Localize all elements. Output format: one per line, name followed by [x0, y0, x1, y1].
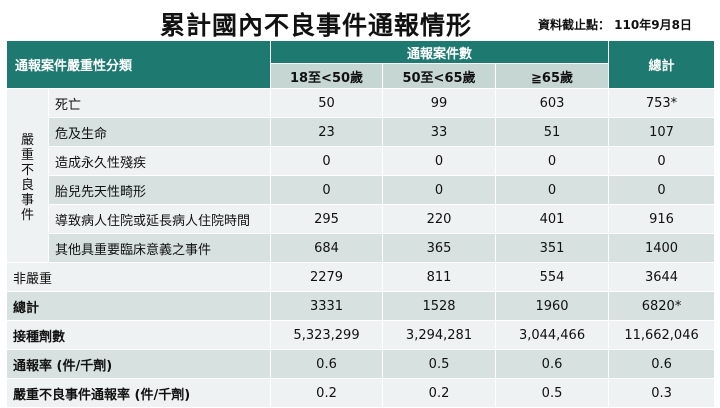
header-age-18-50: 18至<50歲 [270, 63, 384, 89]
cell-value: 365 [382, 233, 497, 263]
cell-total: 11,662,046 [608, 320, 716, 350]
cell-total: 3644 [608, 262, 716, 292]
cell-total: 107 [608, 117, 716, 147]
cell-value: 603 [495, 88, 610, 118]
cell-value: 0.6 [270, 349, 384, 379]
cell-value: 0.6 [495, 349, 610, 379]
cell-value: 0.5 [495, 378, 610, 408]
cell-value: 220 [382, 204, 497, 234]
cell-value: 0 [382, 146, 497, 176]
cell-value: 554 [495, 262, 610, 292]
table-row: 危及生命 23 33 51 107 [7, 117, 716, 147]
row-label: 接種劑數 [5, 320, 272, 350]
cell-value: 51 [495, 117, 610, 147]
cell-total: 1400 [608, 233, 716, 263]
cell-value: 0 [495, 146, 610, 176]
row-label: 通報率 (件/千劑) [5, 349, 272, 379]
table-row-total: 總計 3331 1528 1960 6820* [5, 291, 716, 321]
table-row: 造成永久性殘疾 0 0 0 0 [7, 146, 716, 176]
row-label: 非嚴重 [5, 262, 272, 292]
cell-value: 1960 [495, 291, 610, 321]
table-row-non-serious: 非嚴重 2279 811 554 3644 [5, 262, 716, 292]
cell-value: 3331 [270, 291, 384, 321]
cell-value: 401 [495, 204, 610, 234]
table-row: 導致病人住院或延長病人住院時間 295 220 401 916 [7, 204, 716, 234]
cell-value: 0 [270, 175, 384, 205]
cell-value: 295 [270, 204, 384, 234]
cell-total: 0.6 [608, 349, 716, 379]
header-age-50-65: 50至<65歲 [382, 63, 497, 89]
cell-value: 23 [270, 117, 384, 147]
row-label: 總計 [5, 291, 272, 321]
row-label: 死亡 [47, 88, 272, 118]
cell-total: 0.3 [608, 378, 716, 408]
table-row: 嚴重不良事件 死亡 50 99 603 753* [6, 88, 716, 263]
header-age-65-plus: ≧65歲 [495, 63, 610, 89]
cell-value: 99 [382, 88, 497, 118]
row-label: 胎兒先天性畸形 [47, 175, 272, 205]
header-total: 總計 [608, 40, 716, 89]
row-label: 導致病人住院或延長病人住院時間 [47, 204, 272, 234]
row-label: 其他具重要臨床意義之事件 [47, 233, 272, 263]
cell-total: 753* [608, 88, 716, 118]
table-row-serious-rate: 嚴重不良事件通報率 (件/千劑) 0.2 0.2 0.5 0.3 [5, 378, 716, 408]
cell-value: 2279 [270, 262, 384, 292]
cell-value: 50 [270, 88, 384, 118]
header-report-count: 通報案件數 [270, 40, 610, 64]
cell-total: 0 [608, 175, 716, 205]
cell-value: 0 [495, 175, 610, 205]
cell-value: 1528 [382, 291, 497, 321]
cell-value: 684 [270, 233, 384, 263]
table-row: 其他具重要臨床意義之事件 684 365 351 1400 [7, 233, 716, 263]
cell-value: 3,294,281 [382, 320, 497, 350]
cell-total: 916 [608, 204, 716, 234]
data-cutoff-date: 資料截止點： 110年9月8日 [538, 18, 692, 32]
row-label: 造成永久性殘疾 [47, 146, 272, 176]
table-row-doses: 接種劑數 5,323,299 3,294,281 3,044,466 11,66… [5, 320, 716, 350]
page-title: 累計國內不良事件通報情形 [160, 11, 473, 40]
cell-total: 6820* [608, 291, 716, 321]
cell-value: 33 [382, 117, 497, 147]
adverse-events-table: 通報案件嚴重性分類 通報案件數 總計 18至<50歲 50至<65歲 ≧65歲 … [5, 40, 716, 408]
cell-value: 0.2 [382, 378, 497, 408]
cell-value: 351 [495, 233, 610, 263]
cell-value: 0.5 [382, 349, 497, 379]
row-label: 嚴重不良事件通報率 (件/千劑) [5, 378, 272, 408]
cell-value: 3,044,466 [495, 320, 610, 350]
cell-value: 0 [270, 146, 384, 176]
row-label: 危及生命 [47, 117, 272, 147]
cell-value: 811 [382, 262, 497, 292]
table-row-report-rate: 通報率 (件/千劑) 0.6 0.5 0.6 0.6 [5, 349, 716, 379]
cell-value: 0.2 [270, 378, 384, 408]
header-category: 通報案件嚴重性分類 [5, 40, 272, 89]
cell-value: 5,323,299 [270, 320, 384, 350]
cell-value: 0 [382, 175, 497, 205]
serious-events-label: 嚴重不良事件 [6, 88, 49, 263]
table-row: 胎兒先天性畸形 0 0 0 0 [7, 175, 716, 205]
cell-total: 0 [608, 146, 716, 176]
